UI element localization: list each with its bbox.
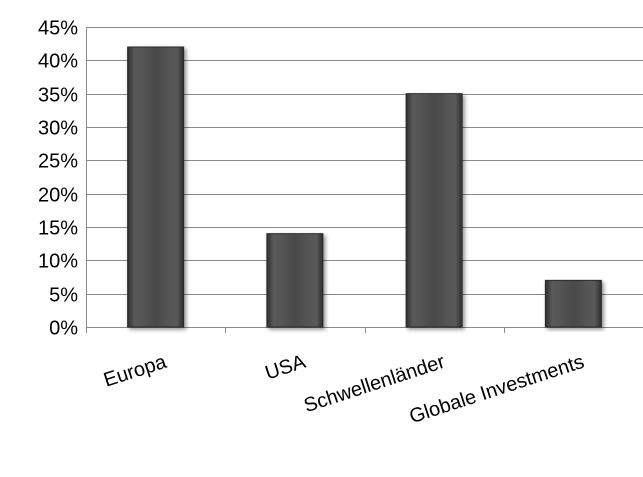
y-tick-label: 10% bbox=[38, 251, 78, 273]
bar-europa bbox=[127, 46, 185, 328]
y-tick-label: 0% bbox=[49, 318, 78, 340]
y-tick-labels: 0% 5% 10% 15% 20% 25% 30% 35% 40% 45% bbox=[38, 18, 78, 340]
bar-schwellenl-nder bbox=[405, 93, 463, 328]
y-tick-label: 20% bbox=[38, 185, 78, 207]
y-tick-label: 40% bbox=[38, 51, 78, 73]
y-tick-label: 25% bbox=[38, 151, 78, 173]
x-tick-label: Europa bbox=[101, 351, 170, 392]
x-tick-label: USA bbox=[263, 351, 310, 385]
bars bbox=[127, 46, 602, 328]
y-tick-label: 35% bbox=[38, 85, 78, 107]
bar-globale-investments bbox=[544, 279, 602, 328]
bar-usa bbox=[266, 233, 324, 328]
y-tick-label: 30% bbox=[38, 118, 78, 140]
y-tick-label: 5% bbox=[49, 285, 78, 307]
y-tick-label: 45% bbox=[38, 18, 78, 40]
y-tick-label: 15% bbox=[38, 218, 78, 240]
